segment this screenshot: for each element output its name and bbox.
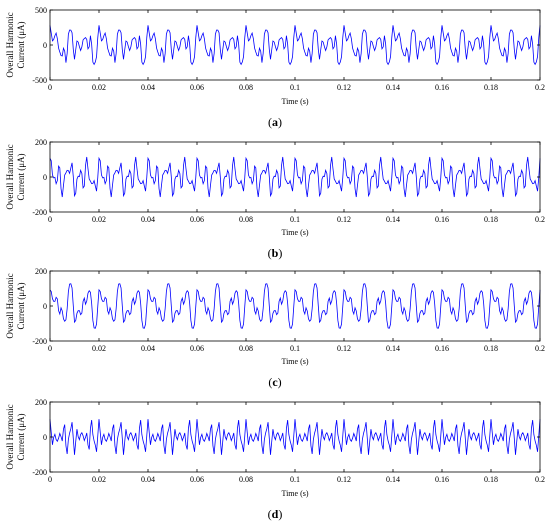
y-tick-label: 200: [35, 398, 47, 407]
x-tick-label: 0.02: [92, 83, 106, 92]
x-tick-label: 0.16: [435, 215, 449, 224]
x-tick-label: 0: [48, 215, 52, 224]
x-tick-label: 0.08: [239, 475, 253, 484]
x-tick-label: 0.14: [386, 475, 400, 484]
panel-caption-letter: c: [272, 375, 278, 389]
x-tick-label: 0.08: [239, 83, 253, 92]
x-tick-label: 0.18: [484, 83, 498, 92]
x-tick-label: 0.08: [239, 344, 253, 353]
x-tick-label: 0.18: [484, 475, 498, 484]
x-tick-label: 0.04: [141, 475, 155, 484]
y-tick-label: 0: [43, 173, 47, 182]
x-tick-label: 0.18: [484, 344, 498, 353]
x-tick-label: 0.04: [141, 83, 155, 92]
x-tick-label: 0.2: [535, 215, 545, 224]
x-tick-label: 0.04: [141, 344, 155, 353]
plot-frame: [49, 270, 541, 342]
x-axis-label: Time (s): [281, 357, 308, 366]
chart-panel-a: 0 0.02 0.04 0.06 0.08 0.1 0.12 0.14 0.16 0.18 0.2 -…: [5, 6, 545, 129]
x-tick-label: 0.16: [435, 83, 449, 92]
x-tick-label: 0.12: [337, 83, 351, 92]
x-axis-label: Time (s): [281, 97, 308, 106]
y-axis-label-line1: Overall Harmonic: [5, 404, 15, 469]
y-tick-label: 0: [43, 433, 47, 442]
y-tick-label: -500: [32, 76, 47, 85]
y-axis-label-line1: Overall Harmonic: [5, 12, 15, 77]
x-tick-label: 0.06: [190, 344, 204, 353]
x-tick-label: 0.16: [435, 475, 449, 484]
panel-caption: (d): [268, 507, 283, 521]
panel-caption-letter: a: [272, 115, 278, 129]
y-axis-label-line1: Overall Harmonic: [5, 273, 15, 338]
x-tick-label: 0: [48, 475, 52, 484]
x-tick-label: 0.04: [141, 215, 155, 224]
series-line: [49, 156, 541, 198]
panel-caption-letter: b: [272, 246, 279, 260]
panel-caption: (a): [268, 115, 282, 129]
x-tick-label: 0.12: [337, 344, 351, 353]
y-tick-label: -200: [32, 337, 47, 346]
x-tick-label: 0.02: [92, 475, 106, 484]
plot-frame: [49, 401, 541, 473]
y-tick-label: 200: [35, 138, 47, 147]
y-tick-label: 0: [43, 41, 47, 50]
x-tick-label: 0.14: [386, 83, 400, 92]
y-tick-label: 0: [43, 302, 47, 311]
y-axis-label: Overall HarmonicCurrent (μA): [5, 144, 26, 209]
x-tick-label: 0.1: [290, 83, 300, 92]
y-axis-label: Overall HarmonicCurrent (μA): [5, 404, 26, 469]
y-axis-label-line2: Current (μA): [16, 413, 26, 460]
x-tick-label: 0.2: [535, 83, 545, 92]
x-tick-label: 0.06: [190, 83, 204, 92]
y-tick-label: -200: [32, 468, 47, 477]
y-axis-label-line1: Overall Harmonic: [5, 144, 15, 209]
x-tick-label: 0.2: [535, 344, 545, 353]
x-tick-label: 0.02: [92, 344, 106, 353]
chart-panel-b: 0 0.02 0.04 0.06 0.08 0.1 0.12 0.14 0.16 0.18 0.2 -…: [5, 138, 545, 260]
x-tick-label: 0.1: [290, 475, 300, 484]
y-tick-label: 500: [35, 6, 47, 15]
x-tick-label: 0.06: [190, 475, 204, 484]
y-axis-label-line2: Current (μA): [16, 21, 26, 68]
y-axis-label-line2: Current (μA): [16, 282, 26, 329]
x-tick-label: 0: [48, 83, 52, 92]
chart-panel-c: 0 0.02 0.04 0.06 0.08 0.1 0.12 0.14 0.16 0.18 0.2 -…: [5, 267, 545, 389]
y-axis-label: Overall HarmonicCurrent (μA): [5, 12, 26, 77]
panel-caption-letter: d: [272, 507, 279, 521]
x-tick-label: 0.2: [535, 475, 545, 484]
x-tick-label: 0.12: [337, 215, 351, 224]
x-tick-label: 0: [48, 344, 52, 353]
x-tick-label: 0.1: [290, 344, 300, 353]
panel-caption: (c): [268, 375, 281, 389]
series-line: [49, 25, 541, 66]
series-line: [49, 283, 541, 329]
x-axis-label: Time (s): [281, 489, 308, 498]
x-tick-label: 0.18: [484, 215, 498, 224]
x-tick-label: 0.14: [386, 344, 400, 353]
y-axis-label: Overall HarmonicCurrent (μA): [5, 273, 26, 338]
y-axis-label-line2: Current (μA): [16, 153, 26, 200]
x-tick-label: 0.02: [92, 215, 106, 224]
x-tick-label: 0.14: [386, 215, 400, 224]
x-tick-label: 0.08: [239, 215, 253, 224]
chart-panel-d: 0 0.02 0.04 0.06 0.08 0.1 0.12 0.14 0.16 0.18 0.2 -…: [5, 398, 545, 521]
series-line: [49, 419, 541, 455]
x-axis-label: Time (s): [281, 228, 308, 237]
x-tick-label: 0.1: [290, 215, 300, 224]
x-tick-label: 0.06: [190, 215, 204, 224]
panel-caption: (b): [268, 246, 283, 260]
plot-frame: [49, 141, 541, 213]
x-tick-label: 0.16: [435, 344, 449, 353]
x-tick-label: 0.12: [337, 475, 351, 484]
y-tick-label: -200: [32, 208, 47, 217]
plot-frame: [49, 9, 541, 81]
y-tick-label: 200: [35, 267, 47, 276]
